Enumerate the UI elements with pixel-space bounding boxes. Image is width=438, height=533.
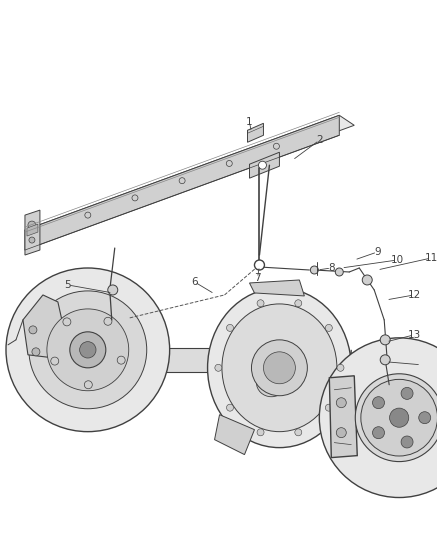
Circle shape xyxy=(29,326,37,334)
Circle shape xyxy=(132,195,138,201)
Text: 2: 2 xyxy=(316,135,323,146)
Text: 10: 10 xyxy=(391,255,404,265)
Circle shape xyxy=(319,338,438,497)
Polygon shape xyxy=(247,123,263,142)
Circle shape xyxy=(215,364,222,372)
Circle shape xyxy=(226,160,232,166)
Circle shape xyxy=(104,317,112,325)
Circle shape xyxy=(6,268,170,432)
Circle shape xyxy=(29,237,35,243)
Circle shape xyxy=(325,325,332,332)
Circle shape xyxy=(85,212,91,218)
Text: 14: 14 xyxy=(414,360,428,370)
Text: 6: 6 xyxy=(191,277,198,287)
Circle shape xyxy=(179,177,185,184)
Circle shape xyxy=(226,325,233,332)
Polygon shape xyxy=(25,115,339,250)
Circle shape xyxy=(263,352,295,384)
Polygon shape xyxy=(27,224,38,236)
Circle shape xyxy=(401,387,413,399)
Polygon shape xyxy=(215,415,254,455)
Circle shape xyxy=(295,300,302,307)
Circle shape xyxy=(336,268,343,276)
Circle shape xyxy=(258,161,266,169)
Circle shape xyxy=(380,335,390,345)
Circle shape xyxy=(336,427,346,438)
Polygon shape xyxy=(347,350,351,398)
Circle shape xyxy=(311,266,318,274)
Text: 12: 12 xyxy=(407,290,421,300)
Ellipse shape xyxy=(257,369,286,397)
Circle shape xyxy=(337,364,344,372)
Circle shape xyxy=(51,357,59,365)
Circle shape xyxy=(362,275,372,285)
Circle shape xyxy=(336,398,346,408)
Circle shape xyxy=(295,429,302,436)
Circle shape xyxy=(401,436,413,448)
Circle shape xyxy=(380,355,390,365)
Polygon shape xyxy=(329,376,357,458)
Text: 8: 8 xyxy=(328,263,335,273)
Circle shape xyxy=(70,332,106,368)
Polygon shape xyxy=(250,152,279,178)
Polygon shape xyxy=(25,210,40,255)
Circle shape xyxy=(372,427,385,439)
Circle shape xyxy=(257,300,264,307)
Circle shape xyxy=(355,374,438,462)
Circle shape xyxy=(389,408,409,427)
Text: 1: 1 xyxy=(246,117,253,127)
Ellipse shape xyxy=(222,304,337,432)
Circle shape xyxy=(80,342,96,358)
Circle shape xyxy=(85,381,92,389)
Text: 13: 13 xyxy=(407,330,421,340)
Polygon shape xyxy=(23,295,66,358)
Text: 5: 5 xyxy=(64,280,71,290)
Circle shape xyxy=(226,404,233,411)
Circle shape xyxy=(361,379,438,456)
Circle shape xyxy=(273,143,279,149)
Text: 9: 9 xyxy=(374,247,381,257)
Circle shape xyxy=(254,260,265,270)
Polygon shape xyxy=(250,280,304,296)
Circle shape xyxy=(419,411,431,424)
Circle shape xyxy=(29,291,147,409)
Polygon shape xyxy=(113,348,234,372)
Polygon shape xyxy=(25,115,354,240)
Polygon shape xyxy=(347,379,389,418)
Circle shape xyxy=(325,404,332,411)
Circle shape xyxy=(108,285,118,295)
Circle shape xyxy=(251,340,307,395)
Circle shape xyxy=(257,429,264,436)
Text: 11: 11 xyxy=(424,253,438,263)
Circle shape xyxy=(63,318,71,326)
Ellipse shape xyxy=(208,288,351,448)
Circle shape xyxy=(28,221,36,229)
Circle shape xyxy=(372,397,385,409)
Text: 7: 7 xyxy=(254,273,261,283)
Circle shape xyxy=(117,356,125,364)
Circle shape xyxy=(47,309,129,391)
Circle shape xyxy=(32,348,40,356)
